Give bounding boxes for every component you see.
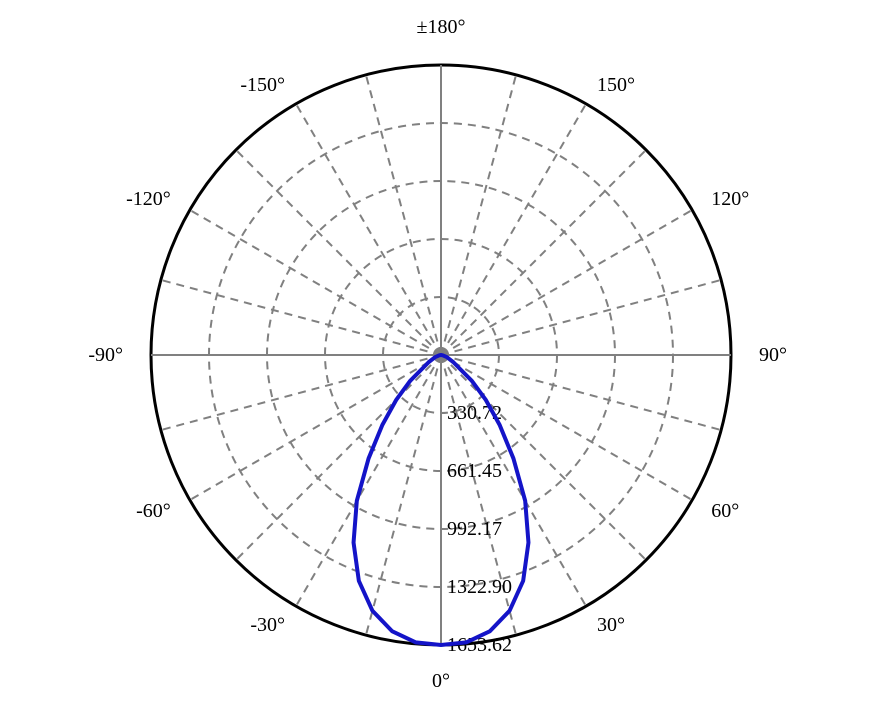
angle-tick-label: -90° xyxy=(88,344,123,366)
angle-spoke xyxy=(441,280,721,355)
radial-tick-label: 661.45 xyxy=(447,460,502,482)
angle-spoke xyxy=(366,75,441,355)
angle-tick-label: -120° xyxy=(126,188,171,210)
angle-tick-label: -60° xyxy=(136,500,171,522)
angle-spoke xyxy=(296,104,441,355)
angle-spoke xyxy=(366,355,441,635)
angle-spoke xyxy=(296,355,441,606)
angle-spoke xyxy=(236,355,441,560)
angle-spoke xyxy=(441,75,516,355)
radial-tick-label: 1322.90 xyxy=(447,576,512,598)
angle-tick-label: 150° xyxy=(597,74,635,96)
angle-tick-label: 60° xyxy=(711,500,739,522)
angle-tick-label: ±180° xyxy=(417,16,466,38)
angle-spoke xyxy=(236,150,441,355)
angle-spoke xyxy=(441,210,692,355)
angle-tick-label: 0° xyxy=(432,670,450,692)
radial-tick-label: 992.17 xyxy=(447,518,502,540)
angle-tick-label: 30° xyxy=(597,614,625,636)
angle-tick-label: -150° xyxy=(240,74,285,96)
angle-spoke xyxy=(190,355,441,500)
angle-tick-label: 90° xyxy=(759,344,787,366)
angle-spoke xyxy=(441,150,646,355)
angle-spoke xyxy=(161,355,441,430)
angle-tick-label: -30° xyxy=(250,614,285,636)
angle-spoke xyxy=(190,210,441,355)
angle-spoke xyxy=(161,280,441,355)
angle-tick-label: 120° xyxy=(711,188,749,210)
angle-spoke xyxy=(441,104,586,355)
